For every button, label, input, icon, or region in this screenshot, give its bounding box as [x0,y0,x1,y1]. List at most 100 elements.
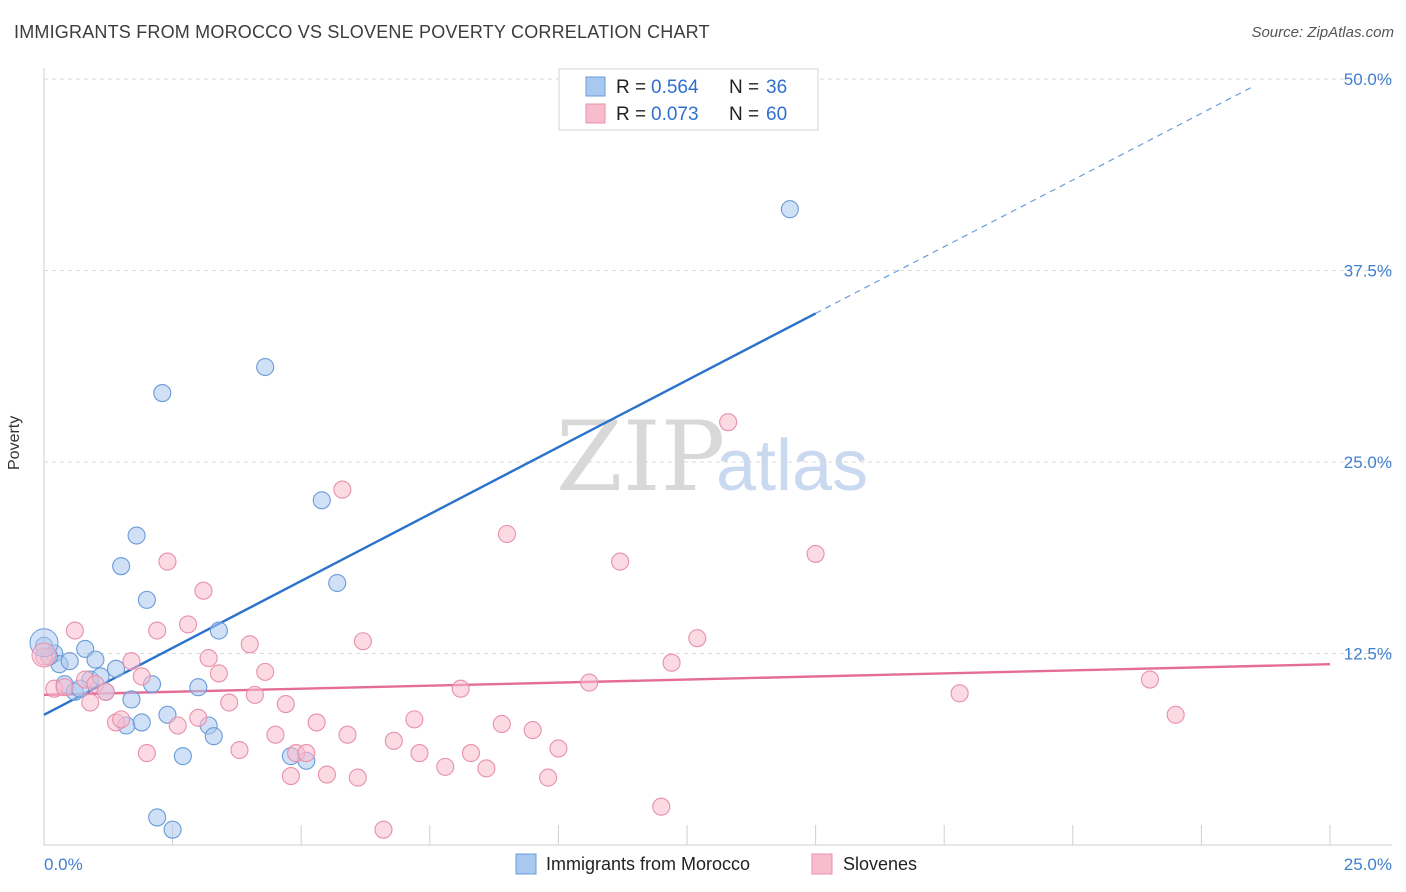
legend-n-value: 60 [766,104,787,125]
slovenes-point [96,682,115,701]
slovenes-point [194,581,213,600]
legend-n-value: 36 [766,77,787,98]
slovenes-point [384,731,403,750]
series-legend: Immigrants from Morocco Slovenes [515,853,917,875]
slovenes-point [240,635,259,654]
slovenes-point [497,524,517,544]
slovenes-point [353,632,372,651]
slovenes-point [168,716,187,735]
morocco-point [86,650,105,669]
slovenes-point [199,649,218,668]
legend-n-label: N = [729,77,759,98]
morocco-point [132,713,151,732]
data-points [29,200,1185,839]
slovenes-point [81,693,100,712]
slovenes-point [276,695,295,714]
watermark-atlas: atlas [716,426,868,506]
morocco-point [163,820,182,839]
legend-label-morocco: Immigrants from Morocco [546,854,750,874]
slovenes-point [549,739,568,758]
slovenes-point [189,708,208,727]
chart-title: IMMIGRANTS FROM MOROCCO VS SLOVENE POVER… [14,22,710,42]
slovenes-point [122,652,141,671]
slovenes-point [950,684,969,703]
legend-n-label: N = [729,104,759,125]
slovenes-point [492,714,511,734]
legend-r-label: R = [616,77,646,98]
slovenes-point [297,744,316,763]
morocco-trend-extension [815,86,1254,314]
y-tick-label: 37.5% [1344,262,1392,281]
morocco-point [204,727,223,746]
slovenes-point [461,744,481,763]
slovenes-point [477,759,496,778]
legend-r-label: R = [616,104,646,125]
morocco-point [148,808,167,827]
morocco-point [153,384,172,403]
slovenes-point [539,768,558,787]
slovenes-point [137,744,156,763]
slovenes-point [374,820,393,839]
slovenes-point [451,679,470,698]
legend-swatch-slovenes [811,853,833,875]
morocco-point [256,357,275,377]
slovenes-point [256,662,275,681]
gridlines [44,78,1392,654]
slovenes-point [317,765,336,784]
legend-swatch-blue [585,76,606,97]
slovenes-point [333,480,352,499]
slovenes-point [158,552,177,571]
slovenes-point [266,725,285,744]
slovenes-point [652,797,671,816]
slovenes-point [112,710,131,729]
slovenes-point [132,667,151,686]
slovenes-point [1140,670,1160,689]
legend-r-value: 0.073 [651,104,699,125]
slovenes-trend-line [43,663,1331,697]
slovenes-point [611,552,630,571]
slovenes-point [307,713,326,732]
slovenes-point [405,710,424,729]
morocco-point [137,590,156,609]
slovenes-point [338,725,357,744]
slovenes-point [662,653,681,672]
slovenes-point [178,615,198,634]
morocco-point [106,659,126,678]
slovenes-point [230,740,249,760]
y-tick-labels: 12.5% 25.0% 37.5% 50.0% [1344,70,1392,664]
slovenes-point [31,642,57,668]
slovenes-point [281,767,300,786]
morocco-point [189,678,208,697]
morocco-point [780,200,799,219]
watermark-zip: ZIP [556,401,725,513]
slovenes-point [580,673,599,692]
morocco-point [60,652,79,671]
slovenes-point [209,664,228,683]
morocco-point [209,621,228,640]
morocco-point [127,526,146,545]
slovenes-point [806,544,825,563]
morocco-point [328,573,347,593]
slovenes-point [719,413,738,432]
morocco-point [173,747,192,766]
slovenes-point [220,693,239,712]
legend-label-slovenes: Slovenes [843,854,917,874]
slovenes-point [436,757,455,776]
y-tick-label: 12.5% [1344,645,1392,664]
slovenes-point [1166,705,1185,724]
source-credit: Source: ZipAtlas.com [1251,24,1394,41]
x-tick-label-min: 0.0% [44,855,83,874]
morocco-point [122,690,141,709]
legend-swatch-pink [585,103,606,124]
slovenes-point [65,621,84,640]
y-tick-label: 25.0% [1344,453,1392,472]
legend-r-value: 0.564 [651,77,699,98]
correlation-legend: R = 0.564 N = 36 R = 0.073 N = 60 [558,68,819,131]
slovenes-point [410,744,429,763]
slovenes-point [348,768,367,787]
y-tick-label: 50.0% [1344,70,1392,89]
slovenes-point [148,621,167,640]
slovenes-point [245,685,264,704]
slovenes-point [55,678,74,697]
